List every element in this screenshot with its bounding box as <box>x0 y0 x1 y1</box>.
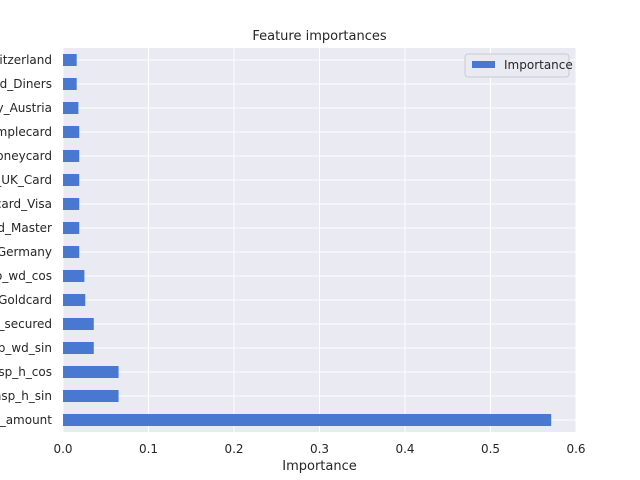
y-tick-label: Simplecard <box>0 125 52 139</box>
legend-label: Importance <box>504 58 573 72</box>
grid-lines <box>62 48 577 432</box>
bar-sp_wd_sin <box>63 342 94 354</box>
y-tick-label: sp_wd_sin <box>0 341 52 355</box>
x-tick-label: 0.3 <box>310 442 329 456</box>
y-tick-label: d_secured <box>0 317 52 331</box>
y-tick-label: card_Visa <box>0 197 52 211</box>
bar-witzerland <box>63 54 77 66</box>
bar-rd_Diners <box>63 78 77 90</box>
y-tick-label: rd_Diners <box>0 77 52 91</box>
bar-Simplecard <box>63 126 80 138</box>
legend-box <box>464 53 570 78</box>
x-axis-label: Importance <box>282 459 357 474</box>
y-tick-labels: x_amount nsp_h_sin nsp_h_cos sp_wd_sin d_sec… <box>0 53 52 427</box>
bar-ry_Austria <box>63 102 79 114</box>
bar-nsp_h_cos <box>63 366 119 378</box>
x-tick-label: 0.4 <box>395 442 414 456</box>
y-tick-label: nsp_h_sin <box>0 389 52 403</box>
y-tick-label: ry_Austria <box>0 101 52 115</box>
y-tick-label: o_wd_cos <box>0 269 52 283</box>
bar-_UK_Card <box>63 174 80 186</box>
bar-nsp_h_sin <box>63 390 119 402</box>
y-tick-label: _Germany <box>0 245 52 259</box>
bars <box>63 54 552 426</box>
bar-d_secured <box>63 318 94 330</box>
bar-_Goldcard <box>63 294 86 306</box>
bar-rd_Master <box>63 222 80 234</box>
y-tick-label: _Goldcard <box>0 293 52 307</box>
y-tick-label: witzerland <box>0 53 52 67</box>
y-tick-label: _UK_Card <box>0 173 52 187</box>
x-tick-label: 0.5 <box>481 442 500 456</box>
y-tick-label: x_amount <box>0 413 52 427</box>
bar-o_wd_cos <box>63 270 85 282</box>
bar-_Germany <box>63 246 80 258</box>
y-tick-label: nsp_h_cos <box>0 365 52 379</box>
x-tick-labels: 0.0 0.1 0.2 0.3 0.4 0.5 0.6 <box>53 442 585 456</box>
legend-swatch <box>472 61 495 68</box>
x-tick-label: 0.0 <box>53 442 72 456</box>
bar-Moneycard <box>63 150 80 162</box>
x-tick-label: 0.1 <box>139 442 158 456</box>
y-tick-label: rd_Master <box>0 221 52 235</box>
x-tick-label: 0.6 <box>566 442 585 456</box>
chart-title: Feature importances <box>252 29 387 44</box>
bar-x_amount <box>63 414 552 426</box>
x-tick-label: 0.2 <box>224 442 243 456</box>
y-tick-label: Moneycard <box>0 149 52 163</box>
bar-card_Visa <box>63 198 80 210</box>
legend: Importance <box>464 53 573 78</box>
